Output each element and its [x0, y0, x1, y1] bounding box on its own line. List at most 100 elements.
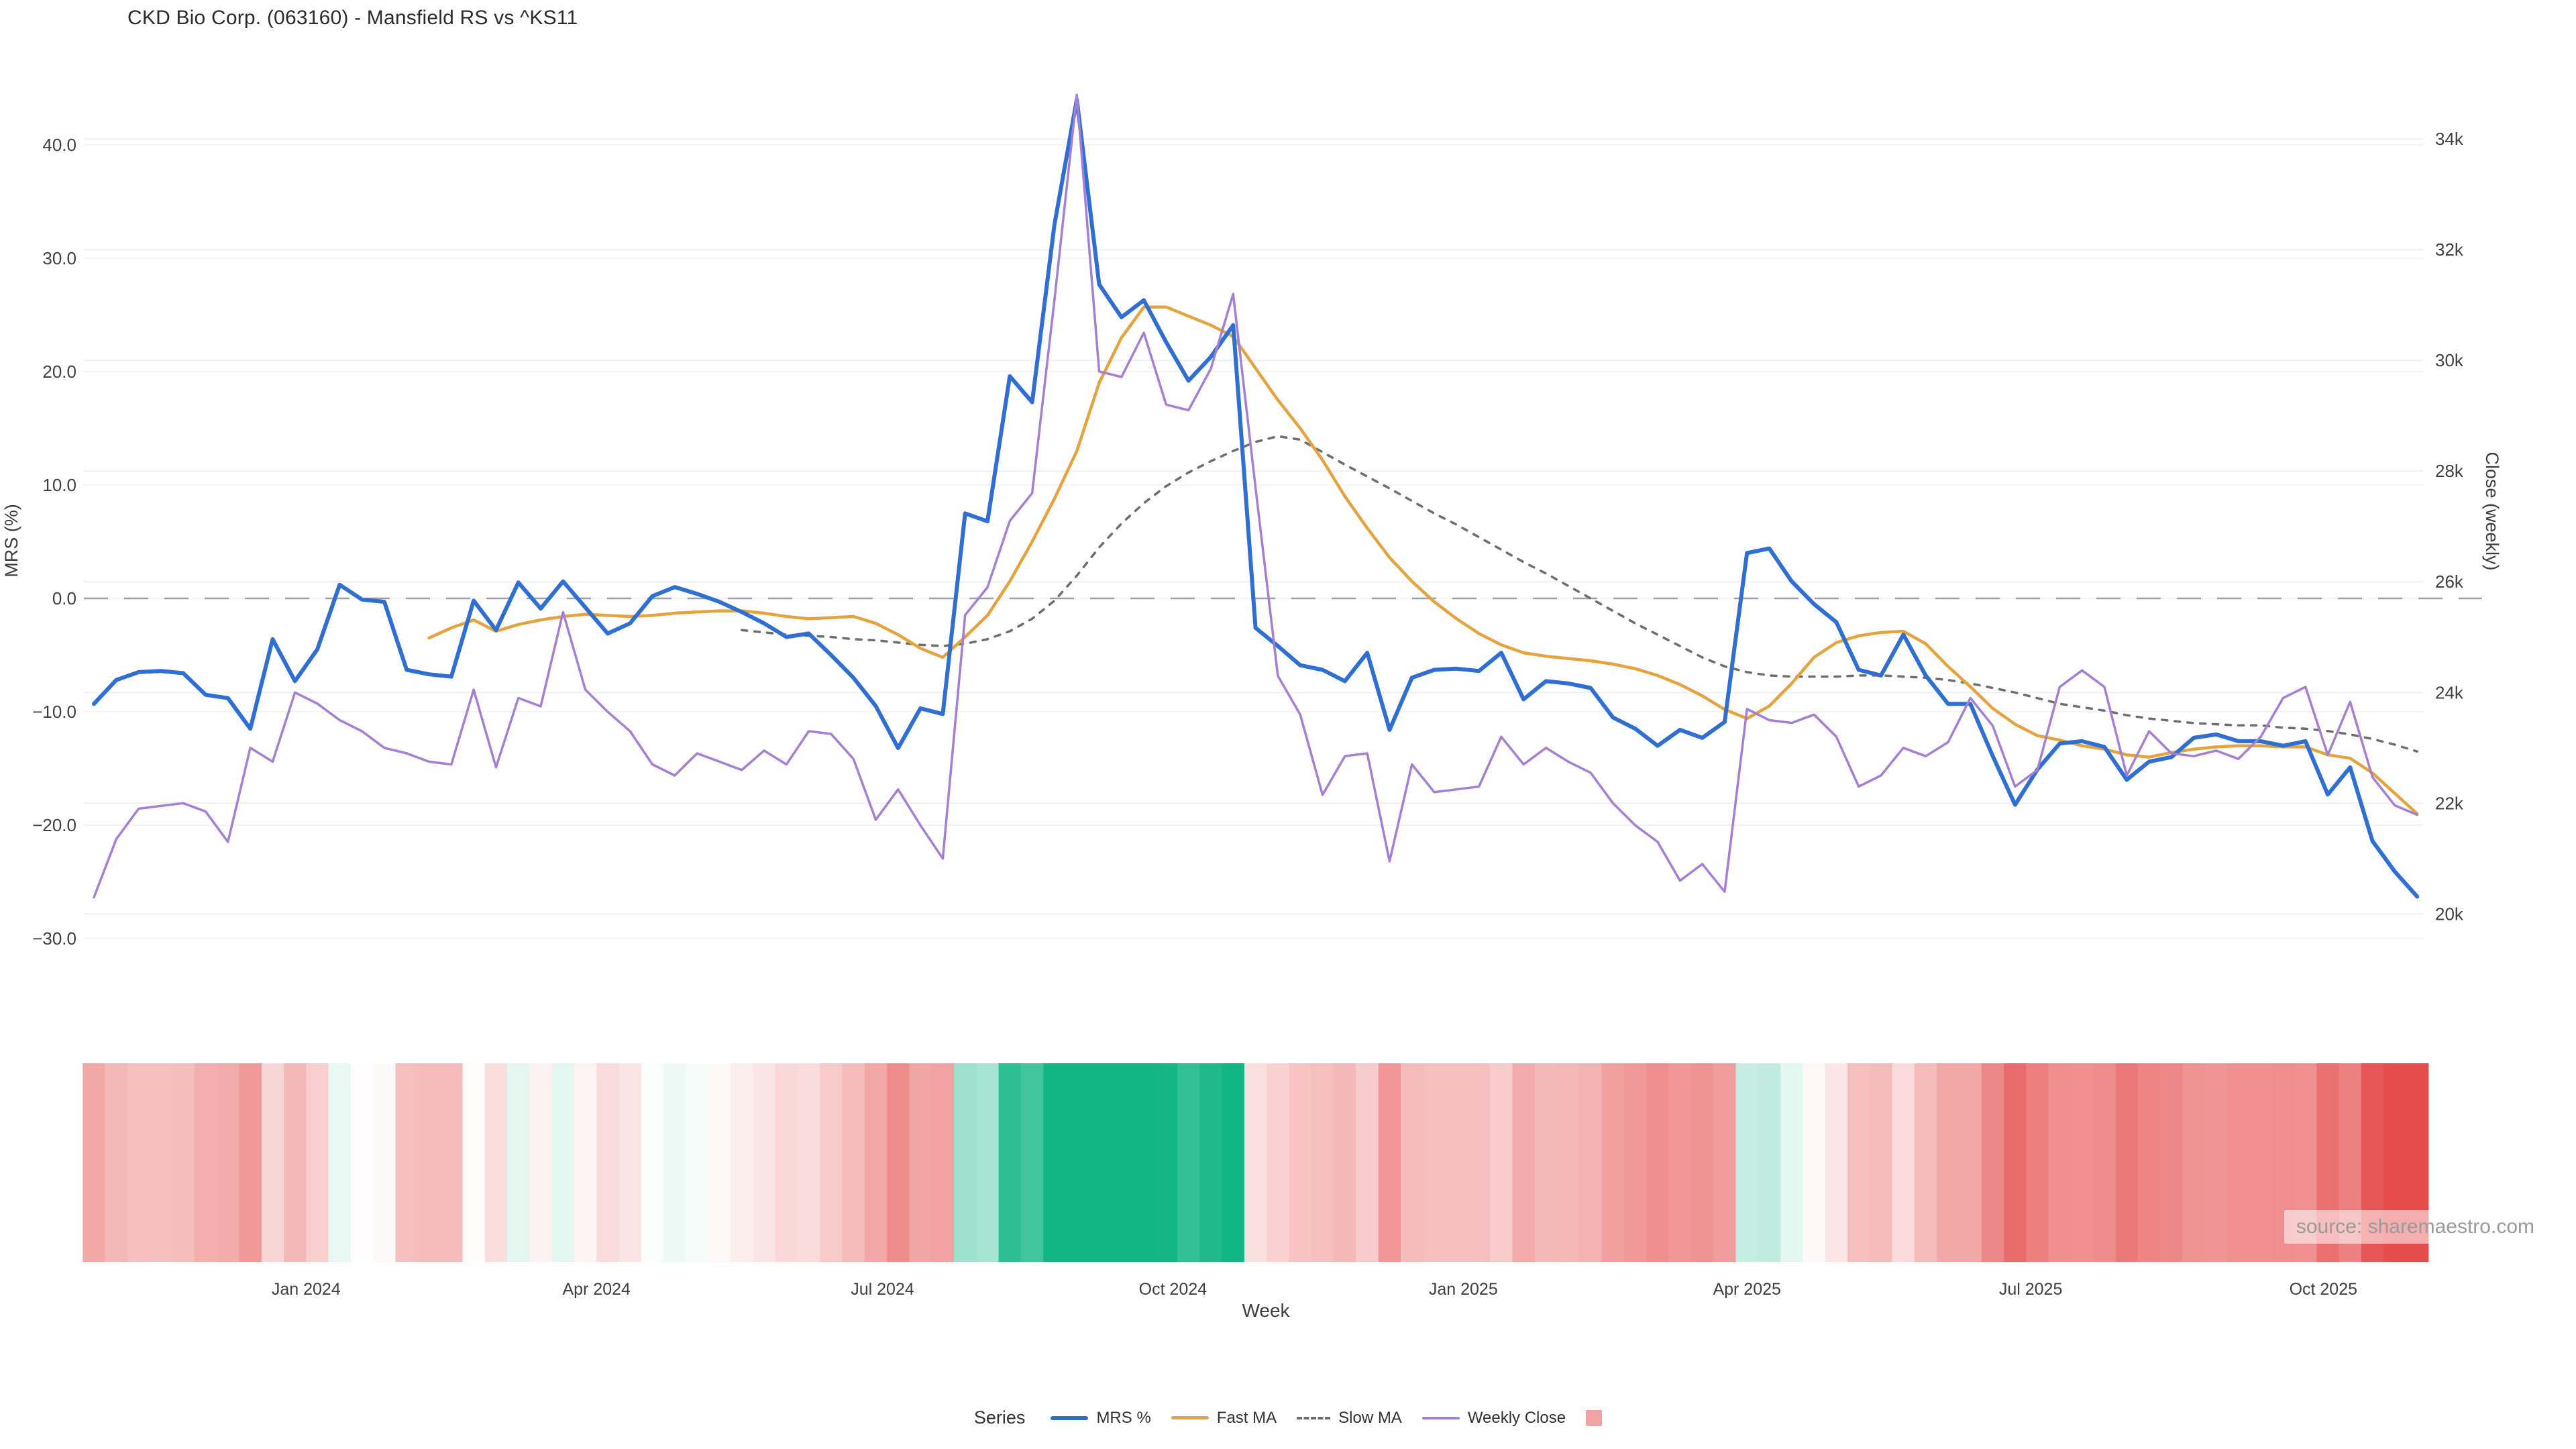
- legend-item-fast-ma: Fast MA: [1171, 1409, 1277, 1428]
- heatmap-cell: [1356, 1063, 1379, 1262]
- heatmap-cell: [306, 1063, 329, 1262]
- heatmap-cell: [1155, 1063, 1178, 1262]
- heatmap-cell: [1601, 1063, 1625, 1262]
- heatmap-cell: [1311, 1063, 1334, 1262]
- right-tick-label: 28k: [2435, 461, 2464, 481]
- legend-item-label: Weekly Close: [1467, 1408, 1566, 1427]
- line-swatch-icon: [1421, 1416, 1460, 1419]
- heatmap-cell: [998, 1063, 1022, 1262]
- heatmap-cell: [1445, 1063, 1468, 1262]
- heatmap-cell: [328, 1063, 352, 1262]
- heatmap-cell: [1289, 1063, 1312, 1262]
- heatmap-cell: [753, 1063, 776, 1262]
- heatmap-cell: [2249, 1063, 2273, 1262]
- heatmap-cell: [1870, 1063, 1893, 1262]
- heatmap-cell: [217, 1063, 239, 1262]
- heatmap-cell: [127, 1063, 150, 1262]
- heatmap-cell: [1490, 1063, 1513, 1262]
- legend-item-weekly-close: Weekly Close: [1421, 1408, 1566, 1428]
- heatmap-cell: [1914, 1063, 1937, 1262]
- heatmap-cell: [663, 1063, 686, 1262]
- heatmap-cell: [1244, 1063, 1267, 1262]
- heatmap-cell: [239, 1063, 262, 1262]
- series-line-fast-ma: [427, 305, 2419, 816]
- heatmap-cell: [976, 1063, 1000, 1262]
- heatmap-cell: [1735, 1063, 1759, 1262]
- series-line-mrs-: [92, 97, 2420, 899]
- heatmap-cell: [1222, 1063, 1245, 1262]
- heatmap-cell: [619, 1063, 642, 1262]
- heatmap-cell: [708, 1063, 731, 1262]
- heatmap-cell: [105, 1063, 128, 1262]
- x-month-label: Apr 2025: [1713, 1280, 1780, 1299]
- left-tick-label: 40.0: [42, 135, 76, 155]
- right-tick-label: 26k: [2435, 572, 2464, 592]
- heatmap-cell: [596, 1063, 620, 1262]
- heatmap-cell: [954, 1063, 977, 1262]
- right-tick-label: 30k: [2435, 350, 2464, 370]
- line-swatch-icon: [1171, 1416, 1209, 1419]
- x-month-label: Apr 2024: [562, 1280, 631, 1299]
- left-tick-label: 30.0: [42, 248, 76, 268]
- heatmap-cell: [1467, 1063, 1491, 1262]
- heatmap-cell: [440, 1063, 463, 1262]
- right-tick-label: 34k: [2435, 129, 2464, 149]
- left-axis-tick-labels: 40.0 30.0 20.0 10.0 0.0 −10.0 −20.0 −30.0: [32, 135, 76, 949]
- heatmap-cell: [2048, 1063, 2072, 1262]
- heatmap-cell: [1892, 1063, 1915, 1262]
- heatmap-cell: [1579, 1063, 1603, 1262]
- heatmap-cell: [1690, 1063, 1714, 1262]
- heatmap-cell: [775, 1063, 798, 1262]
- heatmap-cell: [373, 1063, 396, 1262]
- x-month-label: Jan 2024: [272, 1280, 341, 1299]
- heatmap-strip: [83, 1063, 2429, 1262]
- heatmap-cell: [1981, 1063, 2004, 1262]
- legend-item-heatmap: [1586, 1409, 1603, 1426]
- source-watermark: source: sharemaestro.com: [2284, 1210, 2546, 1244]
- heatmap-swatch-icon: [1586, 1409, 1603, 1426]
- left-tick-label: −30.0: [32, 928, 76, 949]
- heatmap-cell: [529, 1063, 553, 1262]
- heatmap-cell: [484, 1063, 508, 1262]
- heatmap-cell: [909, 1063, 932, 1262]
- left-tick-label: 0.0: [52, 588, 76, 608]
- x-month-label: Oct 2024: [1139, 1280, 1208, 1299]
- heatmap-cell: [2093, 1063, 2116, 1262]
- heatmap-cell: [2204, 1063, 2228, 1262]
- left-tick-label: 20.0: [42, 362, 76, 382]
- heatmap-cell: [1780, 1063, 1803, 1262]
- heatmap-cell: [864, 1063, 888, 1262]
- page-title: CKD Bio Corp. (063160) - Mansfield RS vs…: [127, 7, 578, 29]
- heatmap-cell: [574, 1063, 597, 1262]
- heatmap-cell: [2004, 1063, 2027, 1262]
- heatmap-cell: [797, 1063, 820, 1262]
- heatmap-cell: [1646, 1063, 1670, 1262]
- gridlines: [84, 138, 2423, 939]
- heatmap-cell: [731, 1063, 753, 1262]
- heatmap-cell: [641, 1063, 664, 1262]
- left-tick-label: −10.0: [32, 702, 76, 722]
- heatmap-cell: [1937, 1063, 1960, 1262]
- heatmap-cell: [1401, 1063, 1424, 1262]
- heatmap-cell: [1043, 1063, 1067, 1262]
- heatmap-cell: [2182, 1063, 2206, 1262]
- heatmap-cell: [2115, 1063, 2139, 1262]
- x-axis-title: Week: [1242, 1300, 1290, 1321]
- heatmap-cell: [1065, 1063, 1089, 1262]
- legend-item-label: Slow MA: [1338, 1408, 1402, 1427]
- series-line-slow-ma: [740, 435, 2418, 753]
- heatmap-cell: [1847, 1063, 1870, 1262]
- right-tick-label: 24k: [2435, 682, 2464, 702]
- heatmap-cell: [1803, 1063, 1826, 1262]
- heatmap-cell: [551, 1063, 575, 1262]
- line-swatch-icon: [1297, 1416, 1331, 1419]
- heatmap-cell: [1110, 1063, 1133, 1262]
- legend: Series MRS % Fast MA Slow MA Weekly Close: [0, 1407, 2576, 1428]
- legend-item-slow-ma: Slow MA: [1297, 1409, 1402, 1428]
- heatmap-cell: [1557, 1063, 1580, 1262]
- heatmap-cell: [194, 1063, 217, 1262]
- heatmap-cell: [1713, 1063, 1737, 1262]
- heatmap-cell: [1668, 1063, 1692, 1262]
